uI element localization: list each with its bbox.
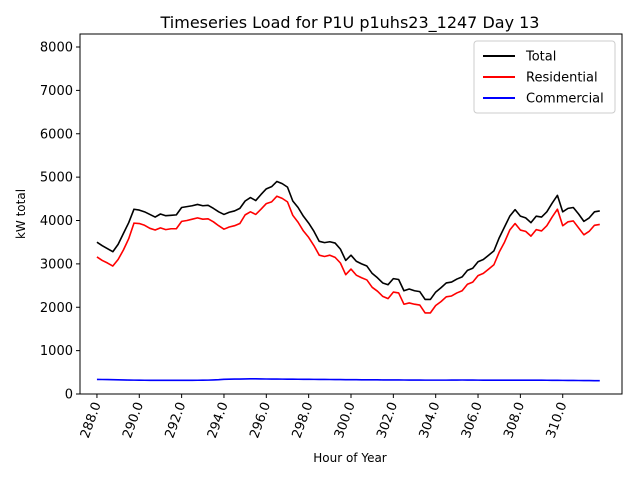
series-lines: [96, 180, 600, 382]
y-tick-label: 8000: [40, 41, 73, 56]
y-axis-ticks: 0 1000 2000 3000 4000 5000 6000 7000 8000: [40, 41, 80, 403]
chart-title: Timeseries Load for P1U p1uhs23_1247 Day…: [160, 13, 540, 33]
legend-label-residential: Residential: [526, 71, 598, 86]
legend-label-total: Total: [525, 50, 556, 65]
y-tick-label: 1000: [40, 344, 73, 359]
legend: Total Residential Commercial: [473, 40, 616, 114]
y-tick-label: 2000: [40, 301, 73, 316]
y-tick-label: 3000: [40, 257, 73, 272]
x-axis-label: Hour of Year: [313, 451, 387, 465]
series-line-residential: [96, 195, 600, 314]
y-tick-label: 5000: [40, 171, 73, 186]
legend-box: [473, 40, 616, 114]
y-tick-label: 7000: [40, 84, 73, 99]
series-line-commercial: [96, 378, 600, 382]
y-tick-label: 0: [65, 388, 73, 403]
series-line-total: [96, 180, 600, 301]
y-axis-label: kW total: [14, 189, 28, 239]
legend-label-commercial: Commercial: [526, 92, 604, 107]
y-tick-label: 4000: [40, 214, 73, 229]
y-tick-label: 6000: [40, 127, 73, 142]
